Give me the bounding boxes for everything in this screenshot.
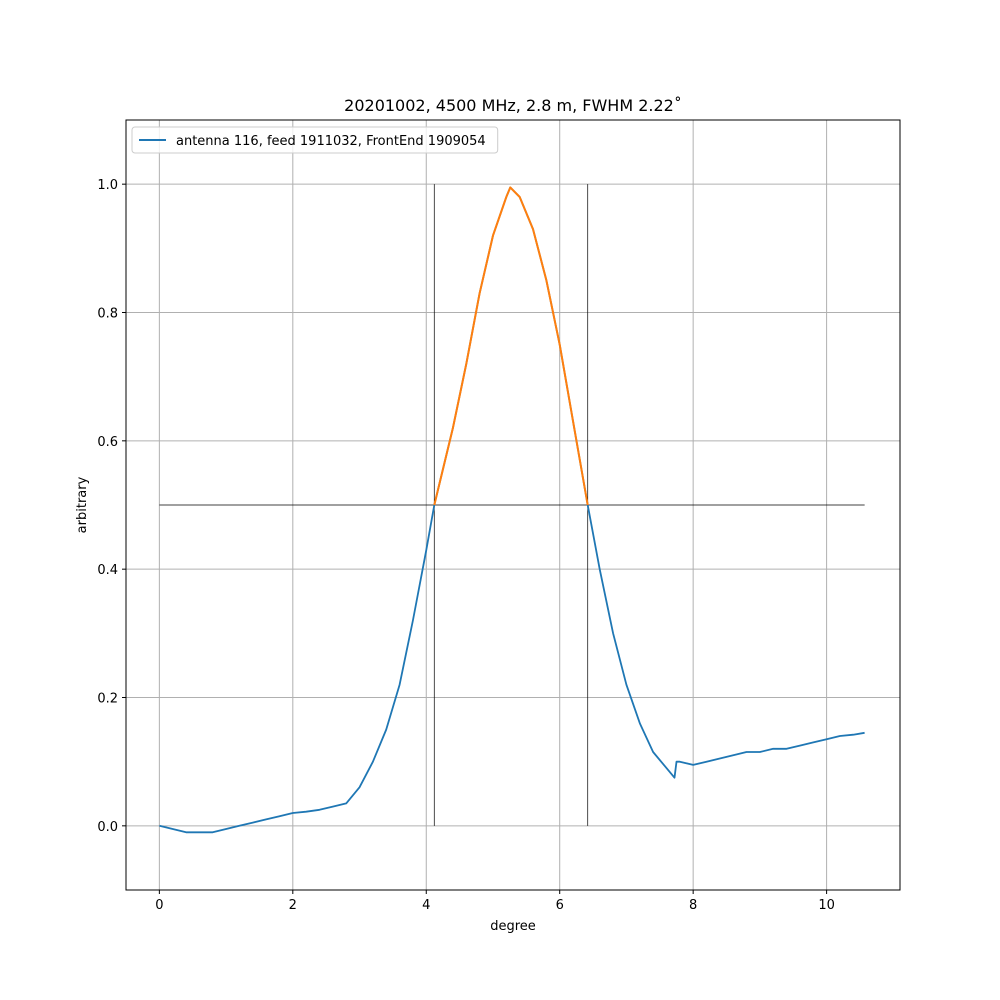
- data-point: [452, 427, 454, 429]
- x-tick-label: 2: [289, 898, 297, 913]
- series-line-highlight: [433, 186, 589, 506]
- data-point: [412, 620, 414, 622]
- data-point: [319, 809, 321, 811]
- data-point: [706, 761, 708, 763]
- data-point: [826, 738, 828, 740]
- data-point: [626, 684, 628, 686]
- data-point: [265, 819, 267, 821]
- legend-box: [131, 126, 499, 154]
- data-point: [674, 777, 676, 779]
- x-tick-label: 0: [155, 898, 163, 913]
- data-point: [510, 187, 512, 189]
- data-point: [546, 280, 548, 282]
- x-tick-label: 10: [818, 898, 835, 913]
- data-point: [652, 751, 654, 753]
- data-point: [372, 761, 374, 763]
- legend: antenna 116, feed 1911032, FrontEnd 1909…: [131, 126, 499, 154]
- data-point: [572, 421, 574, 423]
- data-point: [305, 811, 307, 813]
- data-point: [519, 196, 521, 198]
- y-tick-label: 0.8: [97, 307, 118, 322]
- chart-title: 20201002, 4500 MHz, 2.8 m, FWHM 2.22˚: [344, 96, 682, 115]
- data-point: [399, 684, 401, 686]
- data-point: [199, 832, 201, 834]
- data-point: [719, 758, 721, 760]
- data-point: [159, 825, 161, 827]
- data-point: [587, 504, 589, 506]
- data-point: [676, 761, 678, 763]
- data-point: [212, 832, 214, 834]
- data-point: [746, 751, 748, 753]
- data-point: [612, 633, 614, 635]
- data-point: [239, 825, 241, 827]
- data-point: [466, 363, 468, 365]
- y-axis-label: arbitrary: [75, 476, 90, 533]
- data-point: [666, 767, 668, 769]
- y-tick-label: 0.0: [97, 820, 118, 835]
- data-point: [506, 196, 508, 198]
- data-point: [679, 761, 681, 763]
- data-point: [332, 806, 334, 808]
- x-tick-label: 8: [689, 898, 697, 913]
- data-point: [172, 828, 174, 830]
- data-point: [426, 549, 428, 551]
- data-point: [479, 293, 481, 295]
- data-point: [292, 812, 294, 814]
- data-point: [434, 504, 436, 506]
- data-point: [492, 235, 494, 237]
- data-point: [839, 735, 841, 737]
- x-axis-label: degree: [490, 919, 536, 934]
- y-tick-label: 0.2: [97, 692, 118, 707]
- data-point: [345, 803, 347, 805]
- data-point: [279, 815, 281, 817]
- legend-label: antenna 116, feed 1911032, FrontEnd 1909…: [176, 134, 486, 149]
- y-tick-label: 0.4: [97, 563, 118, 578]
- data-point: [864, 732, 866, 734]
- data-point: [813, 742, 815, 744]
- data-point: [532, 228, 534, 230]
- x-tick-label: 6: [556, 898, 564, 913]
- data-point: [772, 748, 774, 750]
- data-point: [799, 745, 801, 747]
- data-point: [732, 755, 734, 757]
- y-tick-label: 1.0: [97, 178, 118, 193]
- data-point: [692, 764, 694, 766]
- series-lines: [159, 186, 866, 834]
- data-point: [853, 734, 855, 736]
- y-tick-label: 0.6: [97, 435, 118, 450]
- data-point: [759, 751, 761, 753]
- data-point: [225, 828, 227, 830]
- data-point: [385, 729, 387, 731]
- data-point: [599, 568, 601, 570]
- data-point: [639, 722, 641, 724]
- axis-ticks: 0 2 4 6 8 10 0.0 0.2 0.4 0.6 0.8 1.0: [97, 178, 835, 913]
- data-point: [786, 748, 788, 750]
- x-tick-label: 4: [422, 898, 430, 913]
- data-point: [185, 832, 187, 834]
- plot-frame: [125, 119, 901, 891]
- data-point: [252, 822, 254, 824]
- data-point: [359, 787, 361, 789]
- data-point: [559, 344, 561, 346]
